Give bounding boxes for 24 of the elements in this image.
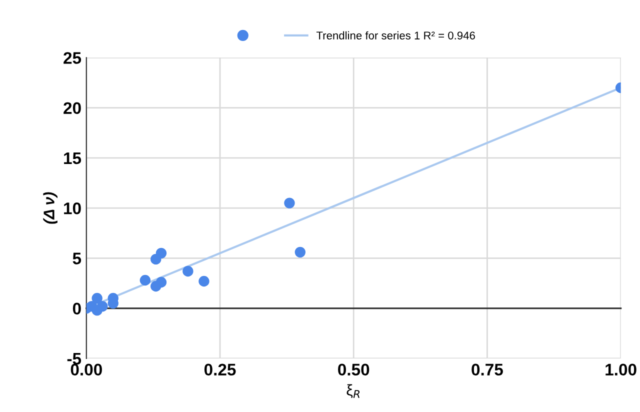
legend-label: Trendline for series 1 R² = 0.946 [316,31,475,40]
x-tick-label: 0.50 [338,364,370,376]
y-tick-label: 20 [64,102,81,114]
point [294,246,306,258]
y-tick-label: 25 [64,52,82,64]
y-tick-label: 0 [72,302,81,315]
y-tick-label: 5 [72,252,82,264]
point [150,280,162,292]
y-tick-label: 15 [64,152,82,164]
point [182,266,194,277]
y-tick-label: -5 [67,353,82,365]
x-tick-label: 0.75 [472,364,503,376]
point [92,292,102,304]
y-axis-title: (Δ ν) [43,192,58,224]
point [92,304,102,316]
x-axis-title: ξ$_{R}$ [346,384,360,398]
x-tick-label: 0.25 [204,364,236,376]
x-tick-label: 1.00 [606,364,636,376]
point [284,198,295,208]
point [140,274,151,286]
y-tick-label: 10 [64,202,81,214]
point [198,276,210,287]
point [150,254,162,265]
x-tick-label: 0.00 [70,364,102,376]
